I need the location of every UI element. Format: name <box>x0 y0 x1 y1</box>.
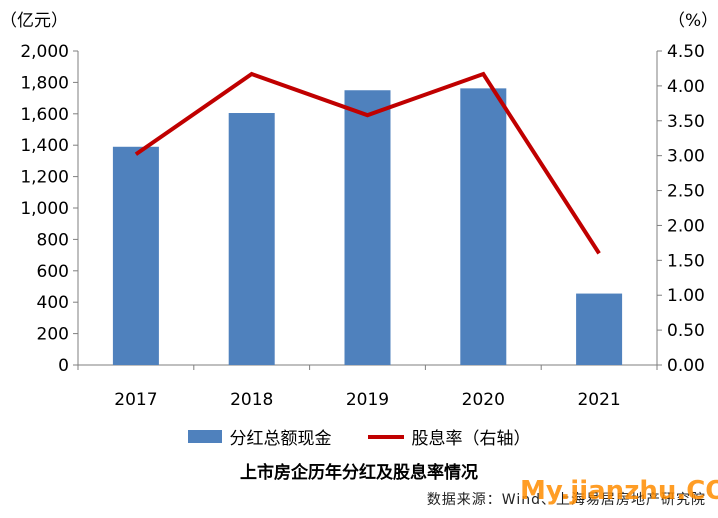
left-tick-label: 0 <box>58 356 69 376</box>
bar <box>112 146 159 365</box>
right-tick-label: 1.50 <box>667 251 705 271</box>
right-tick-label: 3.00 <box>667 147 705 167</box>
legend-label-line: 股息率（右轴） <box>411 429 531 449</box>
left-tick-label: 600 <box>37 262 69 282</box>
chart-caption: 上市房企历年分红及股息率情况 <box>240 463 478 483</box>
right-tick-label: 2.00 <box>667 216 705 236</box>
right-tick-label: 1.00 <box>667 286 705 306</box>
source-note: 数据来源：Wind、上海易居房地产研究院 <box>426 492 706 508</box>
dividend-yield-line <box>134 71 601 255</box>
x-tick-label: 2020 <box>462 390 505 410</box>
left-tick-label: 400 <box>37 293 69 313</box>
legend-item-bar: 分红总额现金 <box>187 424 332 449</box>
x-tick-label: 2017 <box>114 390 157 410</box>
legend-swatch-line <box>367 434 404 439</box>
left-tick-label: 1,800 <box>20 73 69 93</box>
right-tick-label: 4.50 <box>667 42 705 62</box>
right-tick-label: 2.50 <box>667 182 705 202</box>
left-tick-label: 1,000 <box>20 199 69 219</box>
right-tick-label: 0.00 <box>667 356 705 376</box>
left-tick-label: 2,000 <box>20 42 69 62</box>
right-tick-label: 3.50 <box>667 112 705 132</box>
x-tick-label: 2021 <box>577 390 620 410</box>
x-tick-label: 2019 <box>346 390 389 410</box>
left-tick-label: 1,400 <box>20 136 69 156</box>
watermark-logo: My.jianzhu.COM <box>520 476 718 506</box>
right-axis-unit: （%） <box>668 11 718 31</box>
left-tick-label: 800 <box>37 230 69 250</box>
right-tick-label: 0.50 <box>667 321 705 341</box>
chart: 0 200 400 600 800 1,000 1,200 1,400 1,600 1,800 2,… <box>20 42 705 410</box>
bar <box>576 293 623 365</box>
legend-label-bar: 分红总额现金 <box>229 429 332 449</box>
bar <box>228 113 275 365</box>
right-tick-label: 4.00 <box>667 77 705 97</box>
bar <box>344 90 391 365</box>
left-tick-label: 1,600 <box>20 105 69 125</box>
left-tick-label: 1,200 <box>20 168 69 188</box>
left-axis-unit: （亿元） <box>0 11 68 31</box>
bar <box>460 88 507 365</box>
left-tick-label: 200 <box>37 325 69 345</box>
x-tick-label: 2018 <box>230 390 273 410</box>
legend: 分红总额现金 股息率（右轴） <box>0 424 718 449</box>
legend-swatch-bar <box>187 430 222 443</box>
legend-item-line: 股息率（右轴） <box>367 424 531 449</box>
